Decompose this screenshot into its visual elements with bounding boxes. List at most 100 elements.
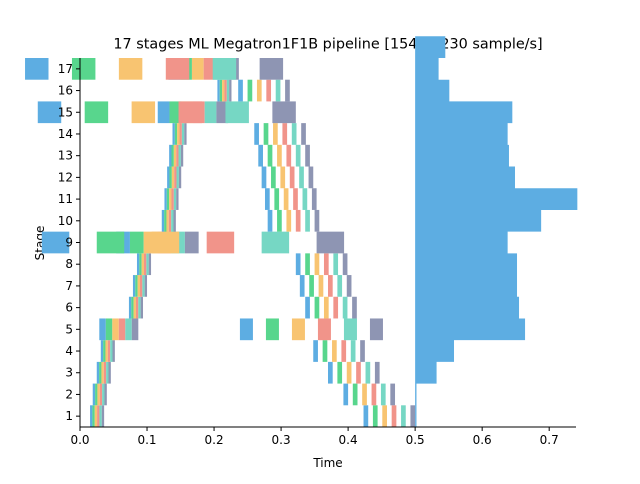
forward-block-stage-14-mb-3 xyxy=(177,123,180,145)
backward-block-stage-2-mb-5 xyxy=(380,383,386,406)
x-tick-label: 0.4 xyxy=(339,433,358,447)
backward-block-stage-17-mb-3 xyxy=(118,58,143,80)
backward-block-stage-1-mb-2 xyxy=(372,405,378,427)
backward-block-stage-13-mb-6 xyxy=(305,144,310,167)
forward-block-stage-5-mb-3 xyxy=(112,318,119,341)
backward-block-stage-11-mb-3 xyxy=(283,188,289,210)
forward-block-stage-16-mb-3 xyxy=(222,79,225,102)
forward-block-stage-8-mb-5 xyxy=(146,253,149,276)
backward-block-stage-9-mb-3 xyxy=(151,231,180,254)
forward-block-stage-12-mb-2 xyxy=(169,166,172,189)
forward-block-stage-11-mb-5 xyxy=(173,188,177,210)
y-tick-label: 2 xyxy=(65,387,73,401)
y-tick-label: 7 xyxy=(65,279,73,293)
forward-block-stage-13-mb-3 xyxy=(173,144,177,167)
backward-block-stage-1-mb-3 xyxy=(382,405,387,427)
forward-block-stage-1-mb-1 xyxy=(90,405,93,427)
y-tick-label: 3 xyxy=(65,366,73,380)
backward-block-stage-16-mb-4 xyxy=(266,79,272,102)
x-tick-label: 0.7 xyxy=(540,433,559,447)
forward-block-stage-17-mb-3 xyxy=(191,58,204,80)
forward-block-stage-3-mb-1 xyxy=(96,361,100,384)
backward-block-stage-15-mb-3 xyxy=(131,101,156,124)
y-tick-label: 8 xyxy=(65,257,73,271)
backward-block-stage-2-mb-4 xyxy=(371,383,377,406)
backward-block-stage-7-mb-6 xyxy=(346,275,352,297)
forward-block-stage-10-mb-4 xyxy=(168,209,172,232)
forward-block-stage-14-mb-5 xyxy=(181,123,185,145)
backward-block-stage-4-mb-6 xyxy=(360,340,365,362)
y-tick-label: 12 xyxy=(58,170,73,184)
forward-block-stage-9-mb-2 xyxy=(129,231,144,254)
backward-block-stage-13-mb-5 xyxy=(295,144,301,167)
backward-block-stage-11-mb-1 xyxy=(264,188,270,210)
backward-block-stage-10-mb-4 xyxy=(295,209,301,232)
forward-block-stage-6-mb-6 xyxy=(140,296,144,319)
forward-block-stage-2-mb-5 xyxy=(102,383,105,406)
forward-block-stage-10-mb-5 xyxy=(171,209,174,232)
backward-block-stage-16-mb-6 xyxy=(285,79,290,102)
backward-block-stage-6-mb-1 xyxy=(305,296,310,319)
forward-block-stage-1-mb-2 xyxy=(92,405,95,427)
forward-block-stage-6-mb-1 xyxy=(128,296,132,319)
backward-block-stage-14-mb-5 xyxy=(291,123,297,145)
backward-block-stage-14-mb-6 xyxy=(301,123,306,145)
backward-block-stage-5-mb-1 xyxy=(239,318,253,341)
forward-block-stage-13-mb-6 xyxy=(180,144,184,167)
y-tick-label: 17 xyxy=(58,62,73,76)
y-tick-label: 14 xyxy=(58,127,73,141)
backward-block-stage-6-mb-6 xyxy=(352,296,357,319)
forward-block-stage-2-mb-4 xyxy=(99,383,103,406)
backward-block-stage-6-mb-5 xyxy=(342,296,348,319)
backward-block-stage-1-mb-4 xyxy=(391,405,397,427)
backward-block-stage-5-mb-2 xyxy=(265,318,279,341)
forward-block-stage-5-mb-2 xyxy=(105,318,113,341)
forward-block-stage-7-mb-3 xyxy=(137,275,140,297)
forward-block-stage-14-mb-6 xyxy=(184,123,187,145)
forward-block-stage-14-mb-2 xyxy=(174,123,178,145)
forward-block-stage-15-mb-1 xyxy=(157,101,170,124)
y-tick-label: 1 xyxy=(65,409,73,423)
forward-block-stage-7-mb-4 xyxy=(139,275,143,297)
backward-block-stage-9-mb-2 xyxy=(96,231,125,254)
forward-block-stage-15-mb-5 xyxy=(204,101,217,124)
backward-block-stage-9-mb-6 xyxy=(316,231,345,254)
backward-block-stage-3-mb-3 xyxy=(346,361,352,384)
forward-block-stage-2-mb-6 xyxy=(104,383,107,406)
forward-block-stage-6-mb-3 xyxy=(133,296,136,319)
forward-block-stage-14-mb-1 xyxy=(172,123,175,145)
forward-block-stage-13-mb-1 xyxy=(169,144,172,167)
backward-block-stage-11-mb-6 xyxy=(311,188,317,210)
backward-block-stage-17-mb-2 xyxy=(71,58,96,80)
backward-block-stage-7-mb-4 xyxy=(328,275,333,297)
forward-block-stage-6-mb-4 xyxy=(135,296,139,319)
forward-block-stage-8-mb-2 xyxy=(139,253,142,276)
backward-block-stage-7-mb-3 xyxy=(318,275,324,297)
backward-block-stage-8-mb-1 xyxy=(295,253,301,276)
forward-block-stage-7-mb-5 xyxy=(142,275,145,297)
forward-block-stage-7-mb-1 xyxy=(132,275,136,297)
backward-block-stage-10-mb-1 xyxy=(267,209,273,232)
throughput-profile xyxy=(415,36,578,427)
backward-block-stage-12-mb-1 xyxy=(261,166,267,189)
forward-block-stage-15-mb-2 xyxy=(169,101,182,124)
forward-block-stage-16-mb-4 xyxy=(224,79,227,102)
backward-block-stage-16-mb-3 xyxy=(256,79,262,102)
forward-block-stage-11-mb-4 xyxy=(171,188,174,210)
backward-block-stage-11-mb-2 xyxy=(274,188,280,210)
x-tick-label: 0.6 xyxy=(473,433,492,447)
axis-layer: 0.0 0.1 0.2 0.3 0.4 0.5 0.6 0.71234567891011121… xyxy=(58,58,576,447)
backward-block-stage-14-mb-3 xyxy=(273,123,278,145)
forward-block-stage-7-mb-6 xyxy=(144,275,148,297)
backward-block-stage-10-mb-6 xyxy=(314,209,320,232)
forward-block-stage-2-mb-1 xyxy=(92,383,96,406)
forward-block-stage-1-mb-5 xyxy=(99,405,102,427)
forward-block-stage-6-mb-5 xyxy=(138,296,141,319)
backward-block-stage-4-mb-3 xyxy=(332,340,337,362)
forward-block-stage-3-mb-3 xyxy=(101,361,104,384)
backward-block-stage-13-mb-4 xyxy=(286,144,292,167)
backward-block-stage-7-mb-5 xyxy=(337,275,343,297)
backward-block-stage-16-mb-5 xyxy=(275,79,281,102)
forward-block-stage-3-mb-5 xyxy=(106,361,109,384)
forward-block-stage-6-mb-2 xyxy=(131,296,134,319)
